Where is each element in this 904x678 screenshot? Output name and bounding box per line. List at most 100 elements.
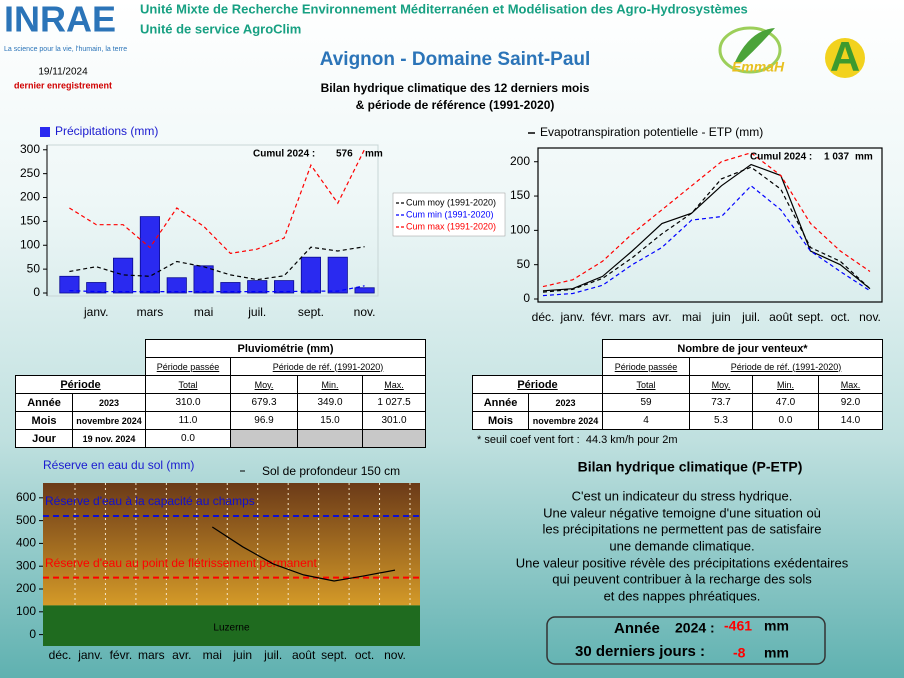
x-tick-label: févr. bbox=[591, 310, 614, 324]
reference-label: Réserve d'eau au point de flétrissement … bbox=[45, 556, 317, 570]
x-tick-label: juil. bbox=[247, 305, 266, 319]
y-tick-label: 100 bbox=[510, 223, 530, 237]
x-tick-label: sept. bbox=[321, 648, 347, 662]
bar bbox=[220, 282, 241, 294]
y-tick-label: 150 bbox=[20, 214, 40, 228]
data-line bbox=[211, 526, 396, 582]
y-tick-label: 500 bbox=[16, 513, 36, 527]
x-tick-label: nov. bbox=[354, 305, 376, 319]
y-tick-label: 200 bbox=[20, 190, 40, 204]
subtitle: Bilan hydrique climatique des 12 dernier… bbox=[321, 81, 590, 95]
data-line bbox=[542, 184, 871, 297]
column-header: Max. bbox=[362, 375, 426, 394]
y-tick-label: 250 bbox=[20, 166, 40, 180]
table-wind: Nombre de jour venteux* Période passée Pér… bbox=[472, 339, 883, 446]
subtitle: & période de référence (1991-2020) bbox=[356, 98, 555, 112]
table-row: Mois novembre 2024 11.0 96.9 15.0 301.0 bbox=[15, 411, 426, 430]
table-cell: 19 nov. 2024 bbox=[72, 429, 146, 448]
table-pluvio: Pluviométrie (mm) Période passée Période d… bbox=[15, 339, 426, 448]
table-cell: 47.0 bbox=[752, 393, 819, 412]
table-cell: novembre 2024 bbox=[528, 411, 603, 430]
table-row: Pluviométrie (mm) bbox=[16, 339, 426, 358]
x-tick-label: déc. bbox=[532, 310, 555, 324]
logo-shape bbox=[825, 38, 865, 78]
row-label: Année bbox=[472, 393, 529, 412]
table-footnote: * seuil coef vent fort : 44.3 km/h pour … bbox=[477, 434, 678, 446]
y-tick-label: 400 bbox=[16, 536, 36, 550]
table-row: Mois novembre 2024 4 5.3 0.0 14.0 bbox=[472, 411, 883, 430]
table-cell: 301.0 bbox=[362, 411, 426, 430]
table-cell: 679.3 bbox=[230, 393, 298, 412]
x-tick-label: sept. bbox=[798, 310, 824, 324]
data-table: Pluviométrie (mm) Période passée Période d… bbox=[15, 339, 426, 448]
bilan-line: C'est un indicateur du stress hydrique. bbox=[572, 488, 793, 503]
table-cell: 310.0 bbox=[145, 393, 231, 412]
bar bbox=[274, 280, 295, 294]
y-tick-label: 0 bbox=[29, 627, 36, 641]
table-cell: 5.3 bbox=[689, 411, 753, 430]
column-header: Moy. bbox=[689, 375, 753, 394]
bar bbox=[327, 256, 348, 294]
bilan-line: Une valeur positive révèle des précipita… bbox=[516, 555, 849, 570]
bilan-title: Bilan hydrique climatique (P-ETP) bbox=[578, 459, 803, 475]
x-tick-label: août bbox=[292, 648, 316, 662]
bar bbox=[139, 216, 160, 294]
y-tick-label: 100 bbox=[16, 604, 36, 618]
column-header: Moy. bbox=[230, 375, 298, 394]
legend-box bbox=[392, 192, 506, 237]
x-tick-label: mars bbox=[138, 648, 165, 662]
chart-title: Réserve en eau du sol (mm) bbox=[43, 458, 194, 472]
legend-label: Evapotranspiration potentielle - ETP (mm… bbox=[540, 125, 763, 139]
annotation-unit: mm bbox=[365, 149, 383, 160]
y-tick-label: 0 bbox=[523, 291, 530, 305]
logo-emmah: EmmaH bbox=[718, 26, 785, 75]
logo-agroclim: A bbox=[825, 33, 865, 80]
bilan-line: et des nappes phréatiques. bbox=[604, 588, 761, 603]
bar bbox=[300, 256, 321, 294]
plot-frame bbox=[537, 147, 883, 303]
data-line bbox=[542, 166, 871, 293]
x-tick-label: janv. bbox=[559, 310, 584, 324]
reference-label: Réserve d'eau à la capacité au champs bbox=[45, 494, 255, 508]
x-tick-label: nov. bbox=[859, 310, 881, 324]
table-cell: 59 bbox=[602, 393, 690, 412]
annotation-label: Cumul 2024 : bbox=[253, 149, 315, 160]
legend-label: Cum moy (1991-2020) bbox=[406, 197, 496, 207]
table-cell: 14.0 bbox=[818, 411, 883, 430]
summary-label: 30 derniers jours : bbox=[575, 643, 705, 660]
zone-label: Luzerne bbox=[213, 622, 250, 633]
table-cell: 0.0 bbox=[145, 429, 231, 448]
group-header: Période passée bbox=[602, 357, 690, 376]
empty-cell bbox=[362, 429, 426, 448]
bar bbox=[247, 280, 268, 294]
table-cell: 2023 bbox=[528, 393, 603, 412]
x-tick-label: sept. bbox=[298, 305, 324, 319]
blank-cell bbox=[16, 358, 146, 376]
column-header: Max. bbox=[818, 375, 883, 394]
row-label: Année bbox=[15, 393, 73, 412]
bilan-line: une demande climatique. bbox=[609, 538, 754, 553]
column-header: Min. bbox=[297, 375, 363, 394]
x-tick-label: janv. bbox=[77, 648, 102, 662]
data-line bbox=[69, 285, 365, 293]
annotation-unit: mm bbox=[855, 152, 873, 163]
table-cell: 11.0 bbox=[145, 411, 231, 430]
table-cell: 1 027.5 bbox=[362, 393, 426, 412]
x-tick-label: janv. bbox=[83, 305, 108, 319]
table-row: Période passée Période de réf. (1991-2020… bbox=[16, 357, 426, 376]
x-tick-label: mai bbox=[203, 648, 222, 662]
page-title: Avignon - Domaine Saint-Paul bbox=[320, 49, 591, 70]
annotation-label: Cumul 2024 : bbox=[750, 152, 812, 163]
bar bbox=[166, 277, 187, 294]
x-tick-label: mai bbox=[194, 305, 213, 319]
y-tick-label: 50 bbox=[517, 257, 531, 271]
y-tick-label: 200 bbox=[510, 154, 530, 168]
x-tick-label: août bbox=[769, 310, 793, 324]
legend-label: Cum min (1991-2020) bbox=[406, 209, 494, 219]
group-header: Période de réf. (1991-2020) bbox=[230, 357, 426, 376]
group-header: Période de réf. (1991-2020) bbox=[689, 357, 883, 376]
table-cell: 349.0 bbox=[297, 393, 363, 412]
row-label: Mois bbox=[472, 411, 529, 430]
x-tick-label: avr. bbox=[172, 648, 191, 662]
